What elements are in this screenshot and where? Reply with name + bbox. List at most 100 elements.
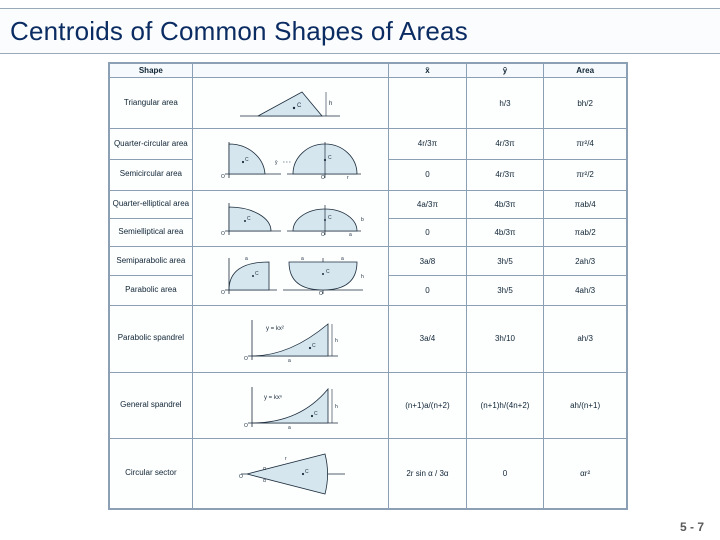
cell-ybar: 3h/10	[466, 305, 544, 372]
svg-text:b: b	[361, 217, 364, 223]
col-figure	[192, 64, 388, 78]
row-label: General spandrel	[110, 372, 193, 439]
row-figure: y = kx² C O h a	[192, 305, 388, 372]
cell-xbar: 0	[389, 276, 467, 305]
svg-text:C: C	[328, 215, 332, 221]
row-figure: C O C O a b	[192, 190, 388, 246]
cell-ybar: 3h/5	[466, 276, 544, 305]
svg-text:O: O	[244, 356, 248, 362]
row-label: Semiparabolic area	[110, 246, 193, 275]
cell-xbar: 4r/3π	[389, 129, 467, 160]
cell-ybar: 4r/3π	[466, 159, 544, 190]
cell-xbar: 3a/8	[389, 246, 467, 275]
cell-area: 4ah/3	[544, 276, 627, 305]
table-row: General spandrel y = kxⁿ C O h	[110, 372, 627, 439]
svg-text:a: a	[301, 256, 304, 262]
cell-xbar: 0	[389, 218, 467, 246]
col-shape: Shape	[110, 64, 193, 78]
cell-xbar: 3a/4	[389, 305, 467, 372]
cell-ybar: 4b/3π	[466, 190, 544, 218]
svg-text:C: C	[245, 157, 249, 163]
cell-area: 2ah/3	[544, 246, 627, 275]
row-figure: C O a C O h a a	[192, 246, 388, 305]
row-label: Parabolic spandrel	[110, 305, 193, 372]
row-label: Semielliptical area	[110, 218, 193, 246]
svg-text:a: a	[349, 232, 352, 237]
row-label: Quarter-elliptical area	[110, 190, 193, 218]
row-figure: C h a/2 a/2	[192, 78, 388, 129]
cell-area: πab/4	[544, 190, 627, 218]
svg-text:C: C	[247, 216, 251, 222]
svg-text:α: α	[263, 466, 266, 472]
row-figure: C O C O r ȳ	[192, 129, 388, 191]
svg-text:C: C	[314, 411, 318, 417]
title-bar: Centroids of Common Shapes of Areas	[0, 8, 720, 54]
cell-area: πr²/4	[544, 129, 627, 160]
row-label: Quarter-circular area	[110, 129, 193, 160]
svg-text:C: C	[255, 271, 259, 277]
cell-xbar: 0	[389, 159, 467, 190]
svg-text:C: C	[305, 469, 309, 475]
svg-text:C: C	[326, 269, 330, 275]
row-figure: C O α α r	[192, 439, 388, 509]
svg-text:C: C	[328, 155, 332, 161]
page-number: 5 - 7	[680, 520, 704, 534]
svg-text:r: r	[285, 456, 287, 462]
svg-text:O: O	[221, 174, 225, 180]
svg-text:C: C	[312, 343, 316, 349]
cell-area: πab/2	[544, 218, 627, 246]
table-row: Semiparabolic area C O a	[110, 246, 627, 275]
cell-area: ah/(n+1)	[544, 372, 627, 439]
svg-text:ȳ: ȳ	[275, 160, 278, 166]
cell-ybar: 4b/3π	[466, 218, 544, 246]
svg-text:r: r	[347, 175, 349, 180]
cell-area: πr²/2	[544, 159, 627, 190]
cell-area: αr²	[544, 439, 627, 509]
cell-xbar: 4a/3π	[389, 190, 467, 218]
svg-text:h: h	[329, 101, 332, 107]
svg-text:a: a	[288, 425, 291, 429]
svg-text:O: O	[239, 474, 243, 480]
cell-ybar: 0	[466, 439, 544, 509]
svg-text:O: O	[319, 291, 323, 296]
table-row: Triangular area C h a/2 a/2	[110, 78, 627, 129]
cell-area: bh/2	[544, 78, 627, 129]
svg-text:O: O	[321, 232, 325, 237]
cell-ybar: 3h/5	[466, 246, 544, 275]
col-xbar: x̄	[389, 64, 467, 78]
svg-text:y = kxⁿ: y = kxⁿ	[264, 394, 282, 401]
table-row: Circular sector C O α α r 2	[110, 439, 627, 509]
row-label: Semicircular area	[110, 159, 193, 190]
centroids-table: Shape x̄ ȳ Area Triangular area	[109, 63, 627, 509]
cell-ybar: 4r/3π	[466, 129, 544, 160]
row-label: Triangular area	[110, 78, 193, 129]
svg-text:O: O	[221, 231, 225, 237]
svg-text:a: a	[341, 256, 344, 262]
cell-ybar: h/3	[466, 78, 544, 129]
col-area: Area	[544, 64, 627, 78]
svg-text:y = kx²: y = kx²	[266, 326, 284, 332]
svg-text:O: O	[221, 290, 225, 296]
col-ybar: ȳ	[466, 64, 544, 78]
svg-text:C: C	[297, 103, 302, 109]
table-row: Quarter-circular area C O	[110, 129, 627, 160]
svg-text:h: h	[335, 338, 338, 344]
svg-text:a: a	[245, 256, 248, 262]
table-row: Parabolic spandrel y = kx² C O	[110, 305, 627, 372]
cell-area: ah/3	[544, 305, 627, 372]
centroids-table-wrap: Shape x̄ ȳ Area Triangular area	[108, 62, 628, 510]
cell-xbar: 2r sin α / 3α	[389, 439, 467, 509]
cell-xbar	[389, 78, 467, 129]
svg-text:O: O	[321, 175, 325, 180]
page-title: Centroids of Common Shapes of Areas	[10, 16, 468, 47]
svg-text:h: h	[361, 274, 364, 280]
svg-text:a: a	[288, 358, 291, 362]
svg-text:α: α	[263, 478, 266, 484]
slide: Centroids of Common Shapes of Areas Shap…	[0, 0, 720, 540]
row-label: Parabolic area	[110, 276, 193, 305]
cell-xbar: (n+1)a/(n+2)	[389, 372, 467, 439]
row-figure: y = kxⁿ C O h a	[192, 372, 388, 439]
cell-ybar: (n+1)h/(4n+2)	[466, 372, 544, 439]
svg-text:h: h	[335, 404, 338, 410]
svg-text:O: O	[244, 423, 248, 429]
